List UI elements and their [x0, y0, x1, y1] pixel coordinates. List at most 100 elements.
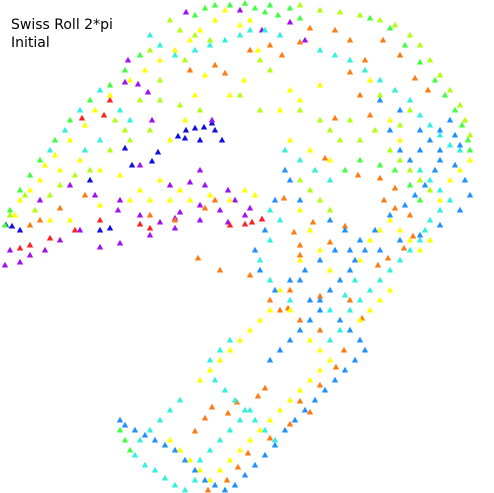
scatter-point	[181, 486, 189, 493]
scatter-point	[386, 286, 394, 293]
scatter-point	[121, 78, 129, 85]
scatter-point	[361, 246, 369, 253]
scatter-point	[261, 384, 269, 391]
scatter-point	[406, 236, 414, 243]
scatter-point	[106, 146, 114, 153]
scatter-point	[261, 451, 269, 458]
scatter-point	[426, 56, 434, 63]
scatter-point	[116, 171, 124, 178]
scatter-point	[416, 146, 424, 153]
scatter-point	[316, 6, 324, 13]
scatter-point	[326, 206, 334, 213]
scatter-point	[96, 86, 104, 93]
scatter-point	[386, 126, 394, 133]
scatter-point	[256, 266, 264, 273]
scatter-point	[296, 326, 304, 333]
scatter-point	[316, 366, 324, 373]
scatter-point	[336, 276, 344, 283]
scatter-point	[316, 381, 324, 388]
scatter-point	[271, 436, 279, 443]
scatter-point	[61, 126, 69, 133]
scatter-point	[56, 181, 64, 188]
scatter-point	[266, 276, 274, 283]
scatter-point	[306, 408, 314, 415]
scatter-point	[374, 261, 382, 268]
scatter-point	[416, 58, 424, 65]
scatter-point	[236, 416, 244, 423]
scatter-point	[296, 276, 304, 283]
scatter-point	[336, 326, 344, 333]
scatter-point	[241, 186, 249, 193]
scatter-point	[426, 136, 434, 143]
scatter-point	[196, 376, 204, 383]
scatter-point	[461, 176, 469, 183]
scatter-point	[196, 26, 204, 33]
scatter-point	[176, 101, 184, 108]
scatter-point	[276, 406, 284, 413]
scatter-point	[211, 376, 219, 383]
scatter-point	[226, 1, 234, 8]
scatter-point	[136, 51, 144, 58]
scatter-point	[51, 151, 59, 158]
scatter-point	[266, 356, 274, 363]
scatter-point	[391, 21, 399, 28]
scatter-point	[186, 66, 194, 73]
scatter-point	[366, 286, 374, 293]
scatter-point	[241, 471, 249, 478]
scatter-point	[96, 226, 104, 233]
scatter-point	[306, 336, 314, 343]
scatter-point	[266, 306, 274, 313]
scatter-point	[136, 186, 144, 193]
scatter-point	[31, 206, 39, 213]
scatter-point	[71, 226, 79, 233]
scatter-point	[91, 191, 99, 198]
chart-title: Swiss Roll 2*pi	[11, 17, 113, 33]
scatter-point	[26, 251, 34, 258]
scatter-point	[266, 1, 274, 8]
scatter-point	[236, 31, 244, 38]
scatter-point	[296, 38, 304, 45]
scatter-point	[246, 406, 254, 413]
scatter-point	[401, 41, 409, 48]
scatter-point	[226, 91, 234, 98]
scatter-point	[134, 80, 142, 87]
scatter-point	[191, 476, 199, 483]
scatter-point	[301, 266, 309, 273]
scatter-point	[166, 136, 174, 143]
scatter-point	[154, 148, 162, 155]
scatter-point	[316, 246, 324, 253]
scatter-point	[379, 36, 387, 43]
scatter-point	[226, 346, 234, 353]
scatter-point	[296, 251, 304, 258]
scatter-point	[456, 141, 464, 148]
scatter-point	[251, 4, 259, 11]
scatter-point	[396, 51, 404, 58]
scatter-point	[208, 403, 216, 410]
scatter-point	[146, 31, 154, 38]
scatter-point	[336, 136, 344, 143]
scatter-point	[91, 106, 99, 113]
scatter-point	[206, 36, 214, 43]
scatter-point	[96, 166, 104, 173]
scatter-point	[251, 246, 259, 253]
scatter-point	[211, 61, 219, 68]
scatter-point	[8, 222, 16, 229]
scatter-series	[6, 1, 474, 218]
scatter-point	[396, 256, 404, 263]
scatter-point	[406, 181, 414, 188]
scatter-point	[258, 215, 266, 222]
scatter-point	[376, 91, 384, 98]
scatter-point	[6, 246, 14, 253]
scatter-point	[416, 246, 424, 253]
scatter-point	[116, 426, 124, 433]
scatter-point	[151, 466, 159, 473]
scatter-point	[286, 276, 294, 283]
scatter-point	[236, 91, 244, 98]
scatter-point	[16, 258, 24, 265]
scatter-point	[126, 446, 134, 453]
scatter-point	[311, 166, 319, 173]
scatter-point	[206, 191, 214, 198]
scatter-point	[436, 196, 444, 203]
scatter-point	[246, 204, 254, 211]
scatter-point	[301, 36, 309, 43]
